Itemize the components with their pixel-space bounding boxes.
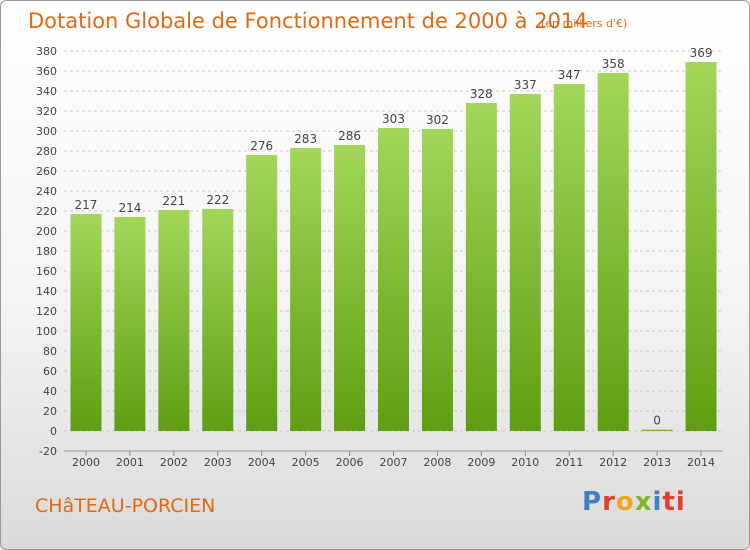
bar <box>158 210 190 431</box>
bar <box>290 148 322 431</box>
x-axis-ticks: 2000 2001 2002 2003 2004 2005 2006 2007 2008 2009… <box>72 451 715 469</box>
bar <box>246 155 278 431</box>
data-label: 276 <box>250 139 273 153</box>
chart-unit-label: (en milliers d'€) <box>541 17 628 30</box>
data-label: 303 <box>382 112 405 126</box>
y-tick-label: 0 <box>50 425 57 438</box>
bar <box>334 145 366 431</box>
bar <box>114 217 146 431</box>
x-tick-label: 2006 <box>336 456 364 469</box>
chart-title: Dotation Globale de Fonctionnement de 20… <box>28 9 588 33</box>
y-tick-label: 180 <box>36 245 57 258</box>
x-tick-label: 2004 <box>248 456 276 469</box>
bar <box>70 214 102 431</box>
data-label: 0 <box>653 414 661 428</box>
bar <box>685 62 717 431</box>
logo-letter: r <box>602 487 616 517</box>
bars <box>70 62 717 431</box>
y-tick-label: 20 <box>43 405 57 418</box>
x-tick-label: 2000 <box>72 456 100 469</box>
y-tick-label: 260 <box>36 165 57 178</box>
x-tick-label: 2014 <box>687 456 715 469</box>
bar <box>465 103 497 431</box>
data-label: 221 <box>162 194 185 208</box>
y-tick-label: 220 <box>36 205 57 218</box>
data-label: 283 <box>294 132 317 146</box>
y-tick-label: 160 <box>36 265 57 278</box>
proxiti-logo: Proxiti <box>582 487 686 517</box>
y-tick-label: 360 <box>36 65 57 78</box>
x-tick-label: 2005 <box>292 456 320 469</box>
data-label: 328 <box>470 87 493 101</box>
data-label: 286 <box>338 129 361 143</box>
x-tick-label: 2013 <box>643 456 671 469</box>
bar <box>553 84 585 431</box>
y-tick-label: 240 <box>36 185 57 198</box>
y-tick-label: 340 <box>36 85 57 98</box>
x-tick-label: 2002 <box>160 456 188 469</box>
data-label: 337 <box>514 78 537 92</box>
logo-letter: i <box>652 487 663 517</box>
y-tick-label: -20 <box>39 445 57 458</box>
data-labels: 217 214 221 222 276 283 286 303 302 328 337 347 358 0… <box>75 46 713 428</box>
y-tick-label: 80 <box>43 345 57 358</box>
x-tick-label: 2001 <box>116 456 144 469</box>
bar <box>202 209 234 431</box>
data-label: 217 <box>75 198 98 212</box>
x-tick-label: 2007 <box>380 456 408 469</box>
commune-name: CHâTEAU-PORCIEN <box>35 495 216 517</box>
y-tick-label: 120 <box>36 305 57 318</box>
data-label: 214 <box>118 201 141 215</box>
bar <box>378 128 409 431</box>
bar <box>509 94 541 431</box>
logo-letter: P <box>582 487 603 517</box>
x-tick-label: 2011 <box>555 456 583 469</box>
x-tick-label: 2012 <box>599 456 627 469</box>
y-axis-ticks: -20 0 20 40 60 80 100 120 140 160 180 200 220 240 260 2… <box>36 45 57 458</box>
y-tick-label: 280 <box>36 145 57 158</box>
bar <box>641 429 673 431</box>
logo-letter: o <box>615 487 635 517</box>
y-tick-label: 40 <box>43 385 57 398</box>
y-tick-label: 140 <box>36 285 57 298</box>
logo-letter: ti <box>662 487 686 517</box>
data-label: 302 <box>426 113 449 127</box>
y-tick-label: 300 <box>36 125 57 138</box>
data-label: 347 <box>558 68 581 82</box>
x-tick-label: 2008 <box>423 456 451 469</box>
data-label: 369 <box>690 46 713 60</box>
y-tick-label: 60 <box>43 365 57 378</box>
y-tick-label: 320 <box>36 105 57 118</box>
x-tick-label: 2010 <box>511 456 539 469</box>
x-tick-label: 2009 <box>467 456 495 469</box>
bar <box>421 129 453 431</box>
y-tick-label: 100 <box>36 325 57 338</box>
bar <box>597 73 629 431</box>
logo-letter: x <box>634 487 653 517</box>
y-tick-label: 200 <box>36 225 57 238</box>
y-tick-label: 380 <box>36 45 57 58</box>
x-tick-label: 2003 <box>204 456 232 469</box>
data-label: 222 <box>206 193 229 207</box>
data-label: 358 <box>602 57 625 71</box>
